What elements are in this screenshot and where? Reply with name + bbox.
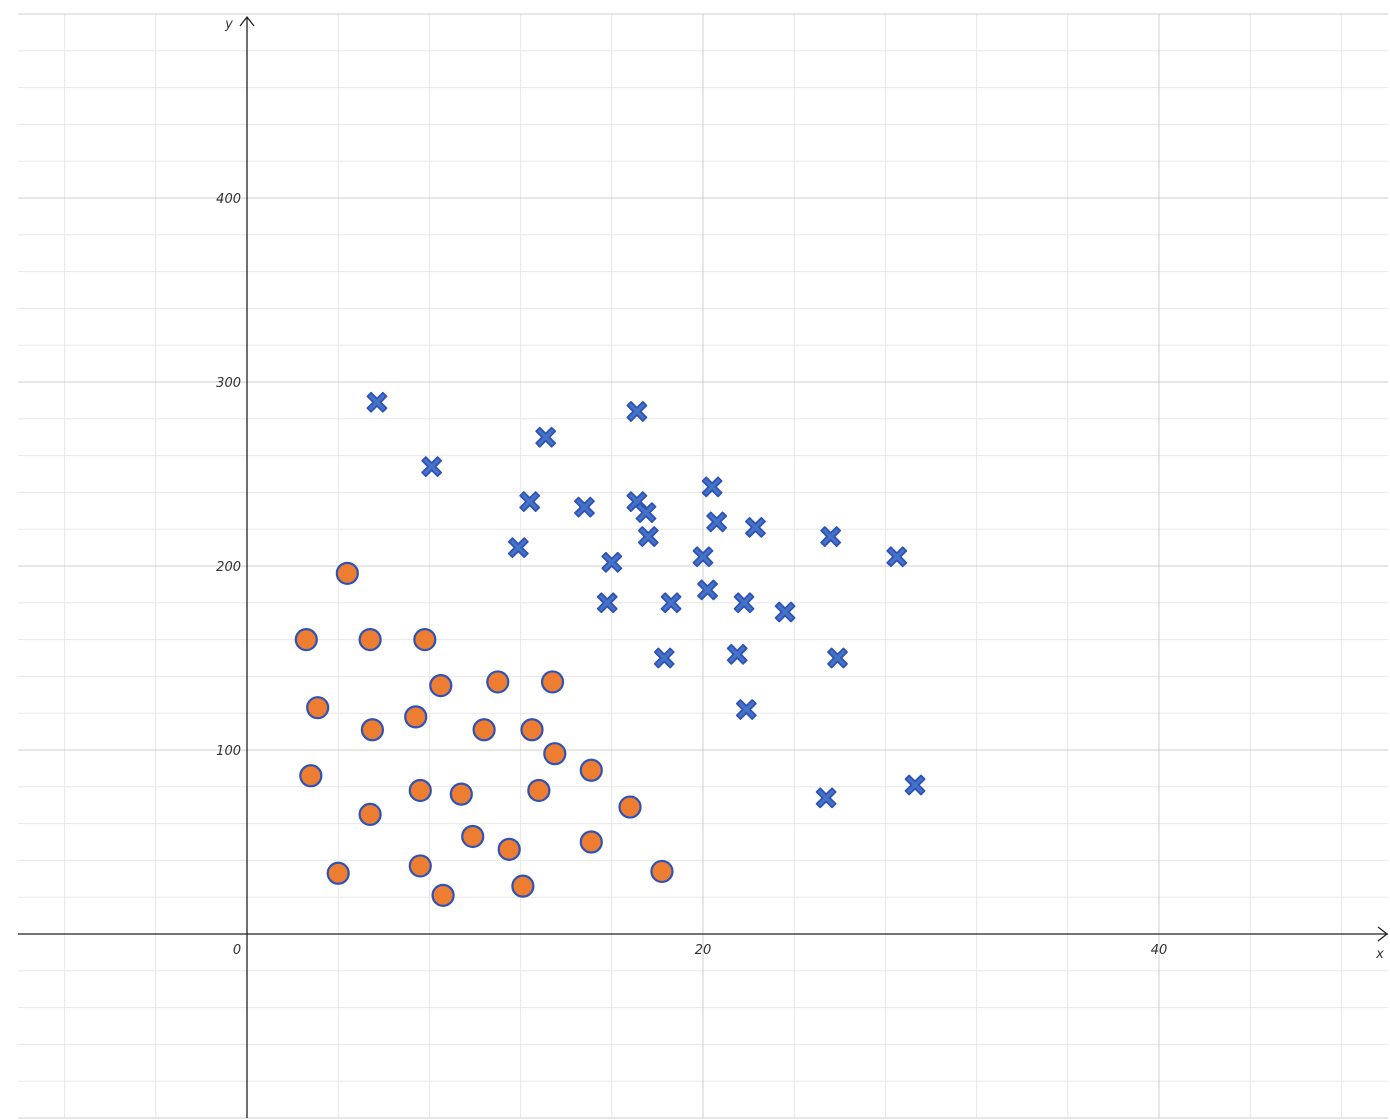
data-point-circle (461, 824, 485, 849)
x-tick-label: 40 (1151, 943, 1168, 958)
data-point-cross (596, 592, 618, 614)
data-point-cross (635, 502, 657, 524)
data-point-circle (413, 627, 437, 652)
data-point-circle (543, 742, 567, 766)
x-tick-label: 0 (233, 943, 241, 958)
data-point-cross (660, 592, 682, 614)
data-point-cross (774, 601, 796, 623)
data-point-cross (820, 526, 842, 547)
data-point-circle (408, 854, 432, 878)
data-point-cross (886, 546, 908, 568)
data-point-circle (472, 718, 496, 742)
data-point-circle (540, 670, 565, 694)
data-point-cross (815, 787, 837, 809)
data-point-cross (637, 526, 659, 547)
data-point-circle (431, 883, 455, 907)
data-point-cross (626, 401, 648, 422)
data-point-circle (408, 778, 432, 803)
data-point-circle (358, 627, 382, 652)
data-point-circle (326, 861, 350, 885)
data-point-cross (697, 579, 718, 601)
data-point-circle (618, 795, 642, 819)
axes (18, 15, 1389, 1118)
data-point-circle (306, 696, 330, 720)
data-point-cross (726, 643, 748, 665)
data-point-cross (601, 551, 623, 573)
data-point-circle (299, 764, 323, 788)
data-point-cross (366, 391, 388, 413)
y-axis-label: y (224, 17, 233, 32)
data-point-cross (421, 456, 443, 478)
data-point-circle (511, 874, 535, 898)
y-axis-arrow (239, 15, 255, 27)
data-point-circle (449, 782, 473, 806)
y-tick-label: 200 (216, 560, 241, 575)
data-point-cross (827, 647, 848, 669)
y-tick-label: 100 (216, 744, 241, 759)
data-point-circle (527, 778, 551, 803)
data-points (294, 391, 926, 907)
data-point-circle (486, 670, 510, 694)
data-point-cross (733, 592, 755, 614)
data-point-circle (497, 837, 521, 861)
data-point-circle (650, 859, 674, 884)
data-point-cross (706, 511, 728, 533)
data-point-circle (335, 561, 359, 585)
y-tick-label: 400 (216, 192, 241, 207)
data-point-cross (745, 516, 766, 538)
data-point-cross (519, 491, 541, 512)
data-point-circle (520, 718, 544, 742)
data-point-cross (701, 476, 723, 498)
tick-labels: 0 20 40 100 200 300 400 (216, 192, 1167, 958)
data-point-circle (294, 627, 318, 652)
data-point-cross (574, 496, 595, 518)
data-point-circle (429, 673, 453, 698)
data-point-cross (535, 426, 557, 448)
data-point-circle (360, 718, 384, 742)
data-point-cross (507, 537, 529, 558)
data-point-cross (735, 699, 757, 720)
data-point-cross (904, 774, 926, 796)
data-point-cross (692, 546, 714, 568)
data-point-circle (579, 830, 603, 854)
y-tick-label: 300 (216, 376, 241, 391)
data-point-circle (579, 758, 603, 782)
data-point-circle (358, 802, 382, 827)
data-point-cross (653, 647, 675, 669)
data-point-circle (404, 705, 428, 729)
x-axis-arrow (1377, 926, 1389, 942)
x-axis-label: x (1375, 947, 1384, 962)
x-tick-label: 20 (695, 943, 712, 958)
